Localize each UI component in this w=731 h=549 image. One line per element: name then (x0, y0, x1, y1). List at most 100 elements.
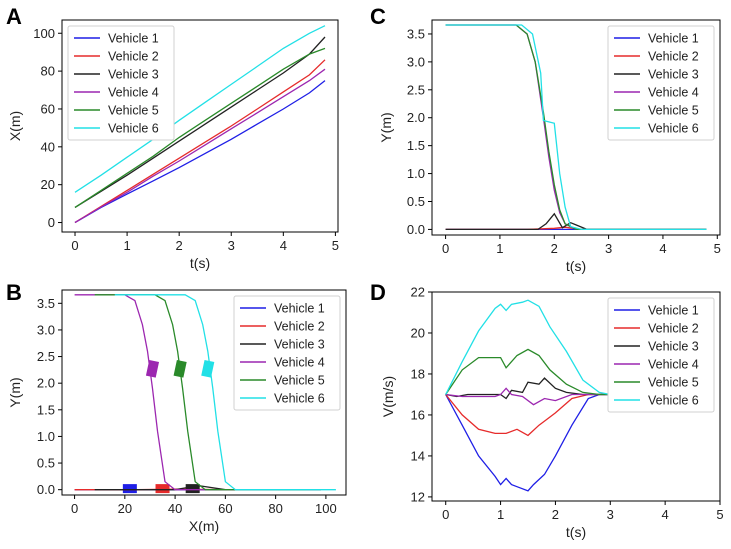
x-tick-label: 60 (218, 501, 232, 516)
y-tick-label: 1.0 (37, 429, 55, 444)
legend-entry: Vehicle 3 (648, 340, 699, 354)
legend-box (67, 25, 175, 141)
y-axis-label: Y(m) (7, 377, 23, 407)
y-tick-label: 2.0 (37, 376, 55, 391)
x-tick-label: 0 (442, 507, 449, 522)
legend-entry: Vehicle 4 (648, 358, 699, 372)
y-tick-label: 20 (411, 325, 425, 340)
x-tick-label: 1 (497, 507, 504, 522)
series-line (74, 68, 326, 224)
legend-entry: Vehicle 3 (274, 338, 325, 352)
panel-label: A (6, 4, 22, 29)
plot-frame (431, 19, 721, 236)
legend-entry: Vehicle 6 (108, 122, 159, 136)
legend-entry: Vehicle 6 (648, 122, 699, 136)
y-tick-label: 2.5 (407, 82, 425, 97)
vehicle-marker (145, 359, 160, 378)
series-line (445, 348, 611, 396)
legend-box (607, 25, 715, 141)
legend-entry: Vehicle 4 (274, 356, 325, 370)
y-tick-label: 60 (41, 101, 55, 116)
legend-box (233, 295, 341, 411)
y-tick-label: 0.0 (407, 222, 425, 237)
y-tick-label: 2.0 (407, 110, 425, 125)
vehicle-marker (122, 484, 137, 494)
series-line (445, 212, 707, 231)
y-tick-label: 2.5 (37, 349, 55, 364)
series-line (74, 36, 326, 208)
legend-entry: Vehicle 6 (648, 394, 699, 408)
series-line (445, 24, 707, 231)
x-tick-label: 4 (662, 507, 669, 522)
panel-C: C 0 1 2 3 4 5 0.0 0.5 1.0 1.5 2.0 2.5 3.0 3.5 t(s) Y(m) V… (370, 4, 721, 274)
vehicle-marker (155, 484, 170, 494)
y-tick-label: 3.0 (37, 322, 55, 337)
x-tick-label: 0 (442, 241, 449, 256)
legend-entry: Vehicle 5 (648, 376, 699, 390)
y-axis-label: X(m) (7, 111, 23, 141)
y-tick-label: 3.5 (37, 296, 55, 311)
plot-frame (431, 291, 721, 502)
vehicle-marker (185, 484, 200, 494)
x-tick-label: 4 (659, 241, 666, 256)
legend-entry: Vehicle 1 (648, 32, 699, 46)
panel-B: B 0 20 40 60 80 100 0.0 0.5 1.0 1.5 2.0 2.5 3.0 3.5 X(m… (6, 280, 347, 534)
x-tick-label: 100 (315, 501, 337, 516)
x-tick-label: 0 (71, 501, 78, 516)
x-tick-label: 40 (168, 501, 182, 516)
y-tick-label: 0.0 (37, 482, 55, 497)
legend-entry: Vehicle 4 (648, 86, 699, 100)
series-line (445, 393, 611, 492)
series-line (74, 80, 326, 224)
x-tick-label: 3 (228, 238, 235, 253)
x-tick-label: 80 (268, 501, 282, 516)
y-tick-label: 0.5 (37, 456, 55, 471)
x-tick-label: 1 (123, 238, 130, 253)
legend-entry: Vehicle 3 (108, 68, 159, 82)
x-axis-label: t(s) (190, 255, 210, 271)
panel-label: D (370, 280, 386, 305)
x-tick-label: 0 (71, 238, 78, 253)
x-tick-label: 2 (552, 507, 559, 522)
series-line (445, 24, 707, 231)
y-tick-label: 40 (41, 139, 55, 154)
legend-entry: Vehicle 5 (108, 104, 159, 118)
series-line (445, 393, 611, 437)
series-line (445, 387, 611, 406)
x-tick-label: 5 (716, 507, 723, 522)
panel-A: A 0 1 2 3 4 5 0 20 40 60 80 100 t(s) X(m) Vehicle 1 Vehi… (6, 4, 339, 271)
vehicle-marker (173, 359, 187, 378)
y-tick-label: 22 (411, 285, 425, 300)
legend-entry: Vehicle 5 (648, 104, 699, 118)
legend-entry: Vehicle 2 (648, 322, 699, 336)
series-line (445, 299, 611, 396)
x-axis-label: t(s) (566, 524, 586, 540)
legend-entry: Vehicle 5 (274, 374, 325, 388)
y-tick-label: 16 (411, 407, 425, 422)
y-tick-label: 12 (411, 489, 425, 504)
panel-label: C (370, 4, 386, 29)
y-tick-label: 0.5 (407, 194, 425, 209)
legend-box (607, 297, 715, 413)
y-axis-label: Y(m) (378, 112, 394, 142)
x-tick-label: 4 (280, 238, 287, 253)
y-tick-label: 3.5 (407, 26, 425, 41)
y-tick-label: 80 (41, 64, 55, 79)
x-tick-label: 3 (607, 507, 614, 522)
legend-entry: Vehicle 2 (648, 50, 699, 64)
plot-frame (61, 19, 339, 233)
x-tick-label: 20 (118, 501, 132, 516)
panel-label: B (6, 280, 22, 305)
y-tick-label: 1.5 (407, 138, 425, 153)
series-line (445, 377, 611, 400)
y-tick-label: 100 (33, 26, 55, 41)
series-line (74, 59, 326, 224)
legend-entry: Vehicle 2 (274, 320, 325, 334)
y-tick-label: 1.0 (407, 166, 425, 181)
x-axis-label: t(s) (566, 258, 586, 274)
x-tick-label: 2 (551, 241, 558, 256)
x-tick-label: 5 (332, 238, 339, 253)
legend-entry: Vehicle 3 (648, 68, 699, 82)
